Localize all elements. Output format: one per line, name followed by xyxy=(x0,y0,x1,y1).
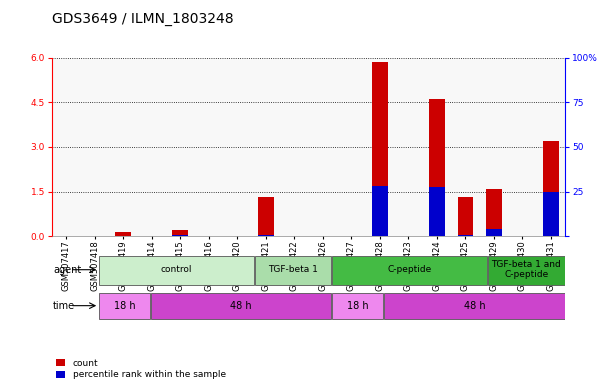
Bar xyxy=(255,256,331,285)
Bar xyxy=(372,186,388,236)
Bar xyxy=(543,141,559,236)
Bar xyxy=(258,197,274,236)
Bar xyxy=(372,62,388,236)
Bar xyxy=(384,293,565,319)
Text: TGF-beta 1: TGF-beta 1 xyxy=(268,265,318,274)
Bar xyxy=(332,256,487,285)
Text: control: control xyxy=(161,265,192,274)
Bar xyxy=(99,256,254,285)
Bar xyxy=(429,187,445,236)
Bar xyxy=(486,228,502,236)
Text: GDS3649 / ILMN_1803248: GDS3649 / ILMN_1803248 xyxy=(52,12,233,25)
Bar xyxy=(332,293,383,319)
Text: agent: agent xyxy=(53,265,81,275)
Text: 48 h: 48 h xyxy=(230,301,252,311)
Bar xyxy=(99,293,150,319)
Bar xyxy=(486,189,502,236)
Text: C-peptide: C-peptide xyxy=(387,265,432,274)
Text: 18 h: 18 h xyxy=(347,301,368,311)
Bar xyxy=(429,99,445,236)
Bar xyxy=(115,232,131,236)
Text: TGF-beta 1 and
C-peptide: TGF-beta 1 and C-peptide xyxy=(491,260,561,280)
Bar xyxy=(458,235,473,236)
Text: time: time xyxy=(53,301,75,311)
Bar xyxy=(172,235,188,236)
Text: 18 h: 18 h xyxy=(114,301,135,311)
Bar xyxy=(172,230,188,236)
Bar xyxy=(151,293,331,319)
Bar xyxy=(543,192,559,236)
Text: 48 h: 48 h xyxy=(464,301,485,311)
Bar xyxy=(458,197,473,236)
Bar xyxy=(488,256,565,285)
Bar xyxy=(258,235,274,236)
Legend: count, percentile rank within the sample: count, percentile rank within the sample xyxy=(56,359,226,379)
Bar xyxy=(115,235,131,236)
